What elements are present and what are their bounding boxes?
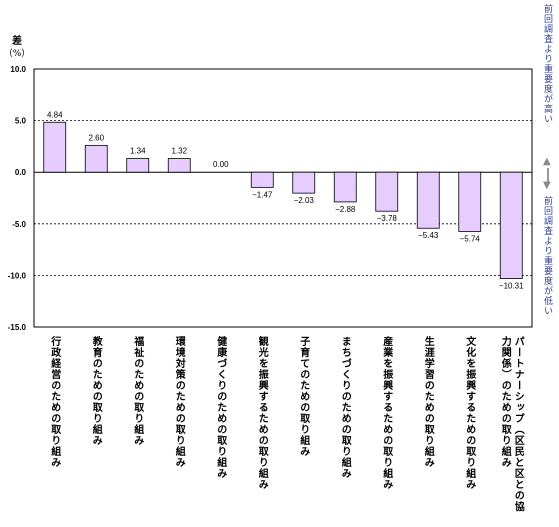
category-label-7: まちづくりのための取り組み — [339, 336, 351, 479]
y-tick-label-0: 10.0 — [10, 65, 26, 74]
data-label-1: 2.60 — [88, 133, 104, 142]
category-label-9: 生涯学習のための取り組み — [422, 336, 434, 468]
category-label-1: 教育のための取り組み — [90, 336, 102, 446]
data-label-3: 1.32 — [171, 147, 187, 156]
data-label-6: −2.03 — [294, 196, 315, 205]
bar-7 — [333, 171, 357, 203]
data-label-0: 4.84 — [47, 110, 63, 119]
y-tick-label-3: -5.0 — [12, 220, 26, 229]
category-label-2: 福祉のための取り組み — [131, 336, 143, 446]
bar-8 — [375, 171, 399, 212]
data-label-11: −10.31 — [499, 282, 524, 291]
arrow-up-icon: ▲ — [543, 156, 551, 167]
bar-1 — [84, 144, 108, 173]
y-axis-label: 差 — [12, 36, 22, 47]
data-label-9: −5.43 — [418, 231, 439, 240]
y-axis-title: 差 （%） — [2, 36, 32, 60]
data-label-10: −5.74 — [460, 234, 481, 243]
bar-11 — [499, 171, 523, 279]
bar-10 — [458, 171, 482, 232]
bar-6 — [292, 171, 316, 194]
y-tick-label-2: 0.0 — [15, 168, 27, 177]
arrow-line — [547, 168, 549, 182]
data-label-4: 0.00 — [213, 160, 229, 169]
data-label-8: −3.78 — [377, 214, 398, 223]
category-label-11: パートナーシップ（区民と区との協力関係）のための取り組み — [499, 336, 524, 512]
annotation-higher: 前回調査より重要度が高い — [542, 4, 552, 124]
data-label-5: −1.47 — [252, 190, 273, 199]
category-label-3: 環境対策のための取り組み — [173, 336, 185, 468]
category-label-6: 子育てのための取り組み — [297, 336, 309, 457]
data-label-2: 1.34 — [130, 146, 146, 155]
bar-2 — [126, 157, 150, 173]
annotation-lower: 前回調査より重要度が低い — [542, 196, 552, 316]
category-label-8: 産業を振興するための取り組み — [380, 336, 392, 490]
plot-frame — [33, 68, 533, 328]
category-label-4: 健康づくりのための取り組み — [214, 336, 226, 479]
data-label-7: −2.88 — [335, 205, 356, 214]
category-label-0: 行政経営のための取り組み — [48, 336, 60, 468]
category-label-10: 文化を振興するための取り組み — [463, 336, 475, 490]
y-tick-label-4: -10.0 — [8, 271, 27, 280]
bar-9 — [416, 171, 440, 229]
bar-3 — [167, 158, 191, 173]
y-tick-label-5: -15.0 — [8, 323, 27, 332]
category-label-5: 観光を振興するための取り組み — [256, 336, 268, 490]
bar-5 — [250, 171, 274, 188]
y-axis-unit: （%） — [3, 49, 31, 59]
y-tick-label-1: 5.0 — [15, 117, 27, 126]
arrow-down-icon: ▼ — [543, 180, 551, 191]
bar-0 — [43, 121, 67, 173]
